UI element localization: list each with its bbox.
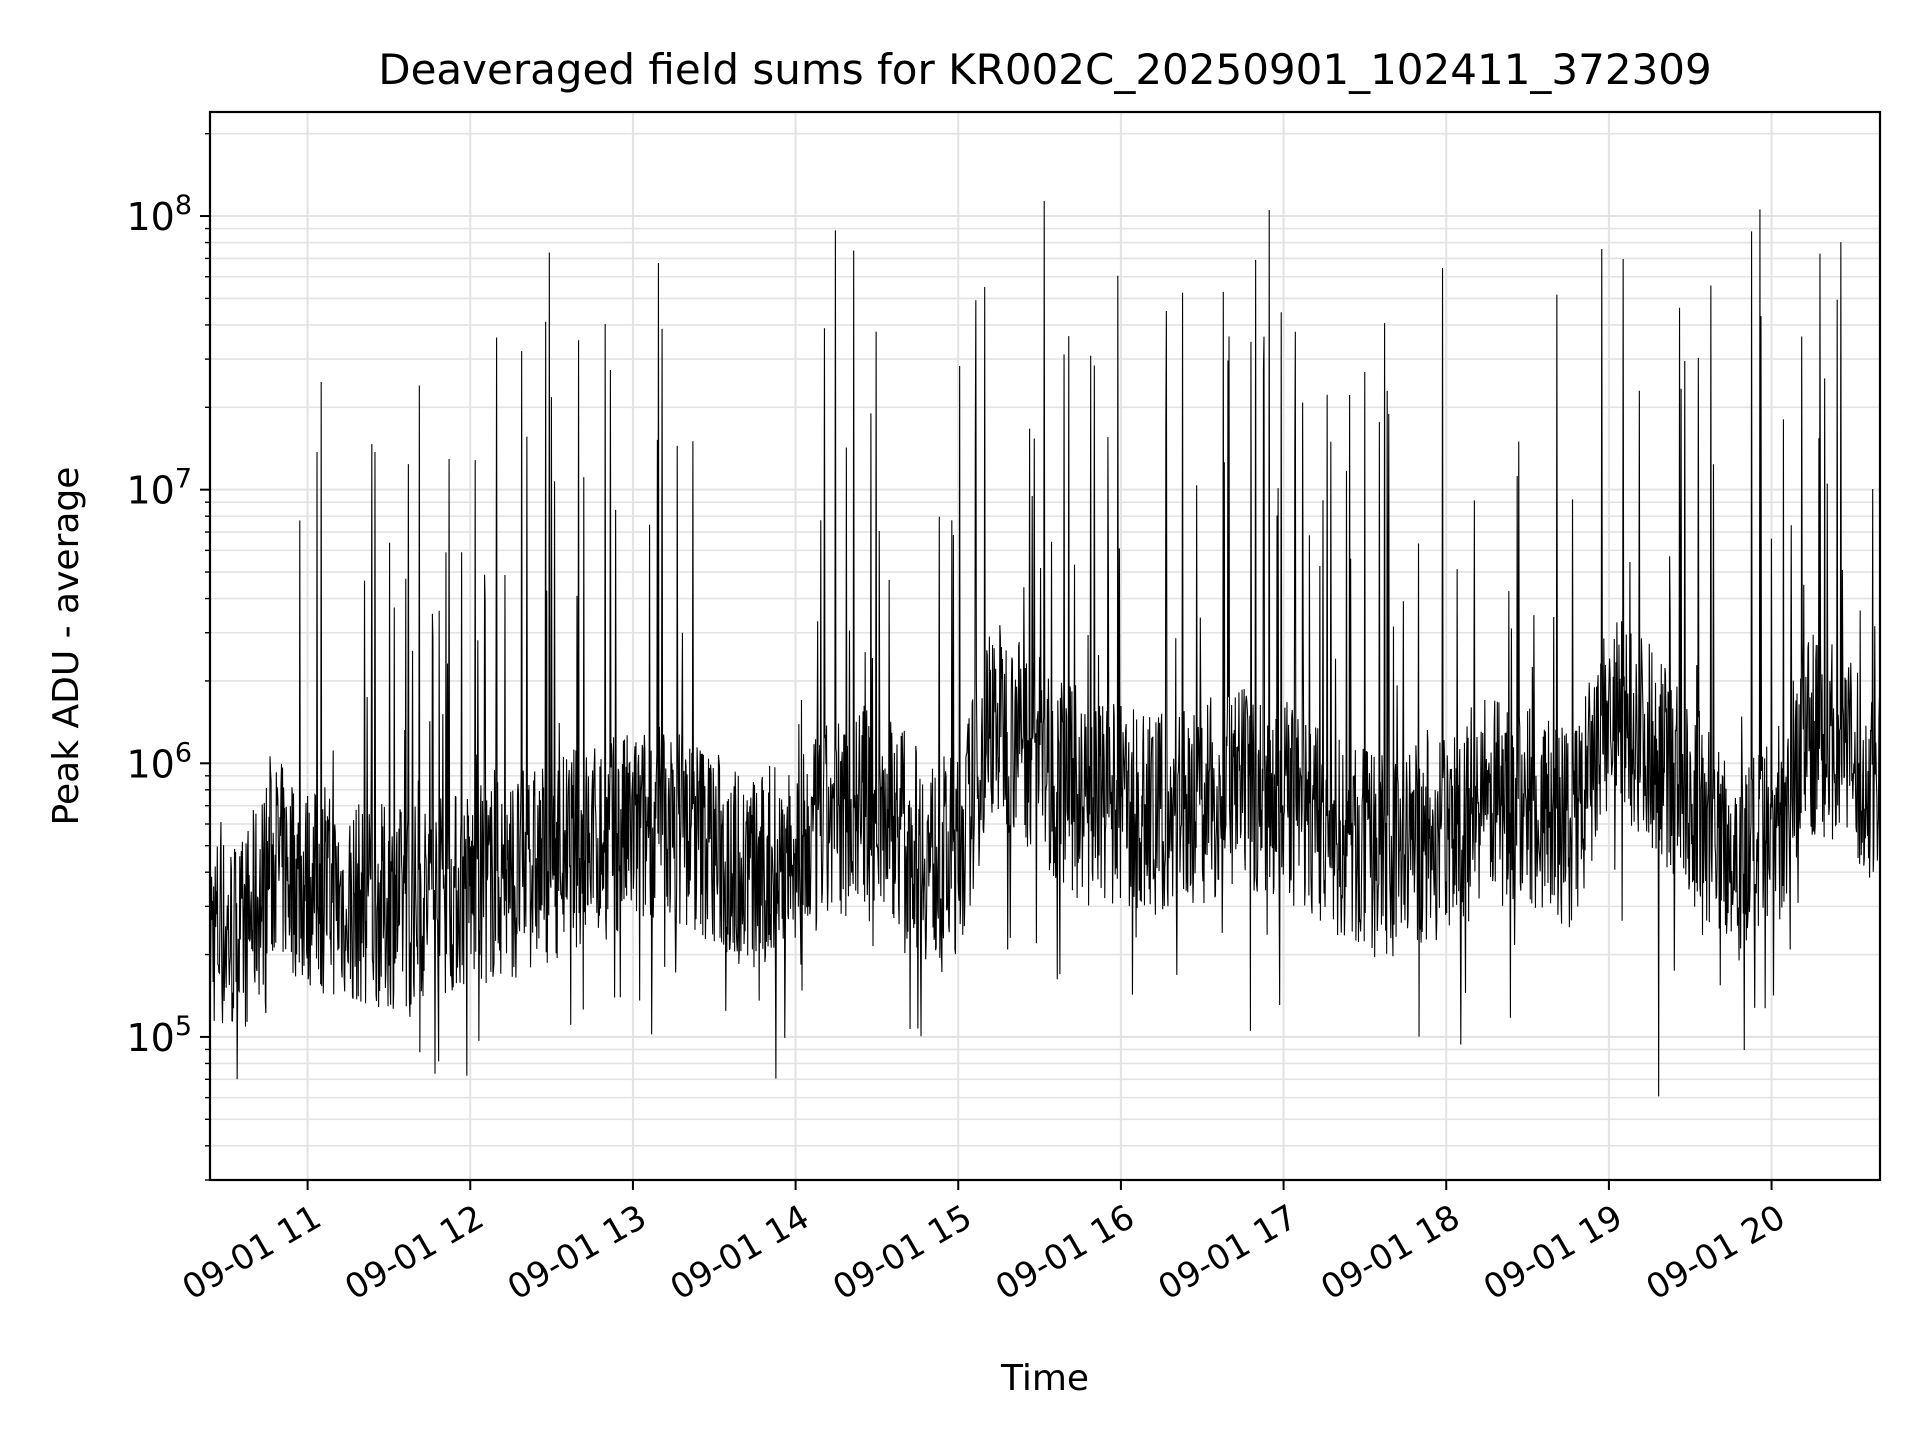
x-tick-label: 09-01 15 (826, 1197, 978, 1308)
y-axis-label: Peak ADU - average (46, 467, 87, 826)
x-tick-label: 09-01 17 (1152, 1197, 1304, 1308)
x-tick-label: 09-01 20 (1640, 1197, 1792, 1308)
data-series (209, 200, 1881, 1097)
y-tick-label: 108 (126, 190, 192, 239)
x-tick-label: 09-01 18 (1314, 1197, 1466, 1308)
series-line (209, 200, 1881, 1097)
x-tick-label: 09-01 19 (1477, 1197, 1629, 1308)
x-axis: 09-01 11 09-01 12 09-01 13 09-01 14 09-01 15… (176, 1180, 1792, 1308)
x-tick-label: 09-01 13 (501, 1197, 653, 1308)
y-tick-label: 106 (126, 737, 192, 786)
x-tick-label: 09-01 16 (989, 1197, 1141, 1308)
plot-area-frame (208, 110, 1882, 1182)
y-axis: 105 106 107 108 (126, 132, 210, 1181)
x-axis-label: Time (1000, 1358, 1089, 1399)
chart-title: Deaveraged field sums for KR002C_2025090… (378, 45, 1712, 94)
y-tick-label: 107 (126, 464, 192, 513)
x-tick-label: 09-01 14 (664, 1197, 816, 1308)
x-tick-label: 09-01 12 (338, 1197, 490, 1308)
x-tick-label: 09-01 11 (176, 1197, 328, 1308)
y-tick-label: 105 (126, 1011, 192, 1060)
